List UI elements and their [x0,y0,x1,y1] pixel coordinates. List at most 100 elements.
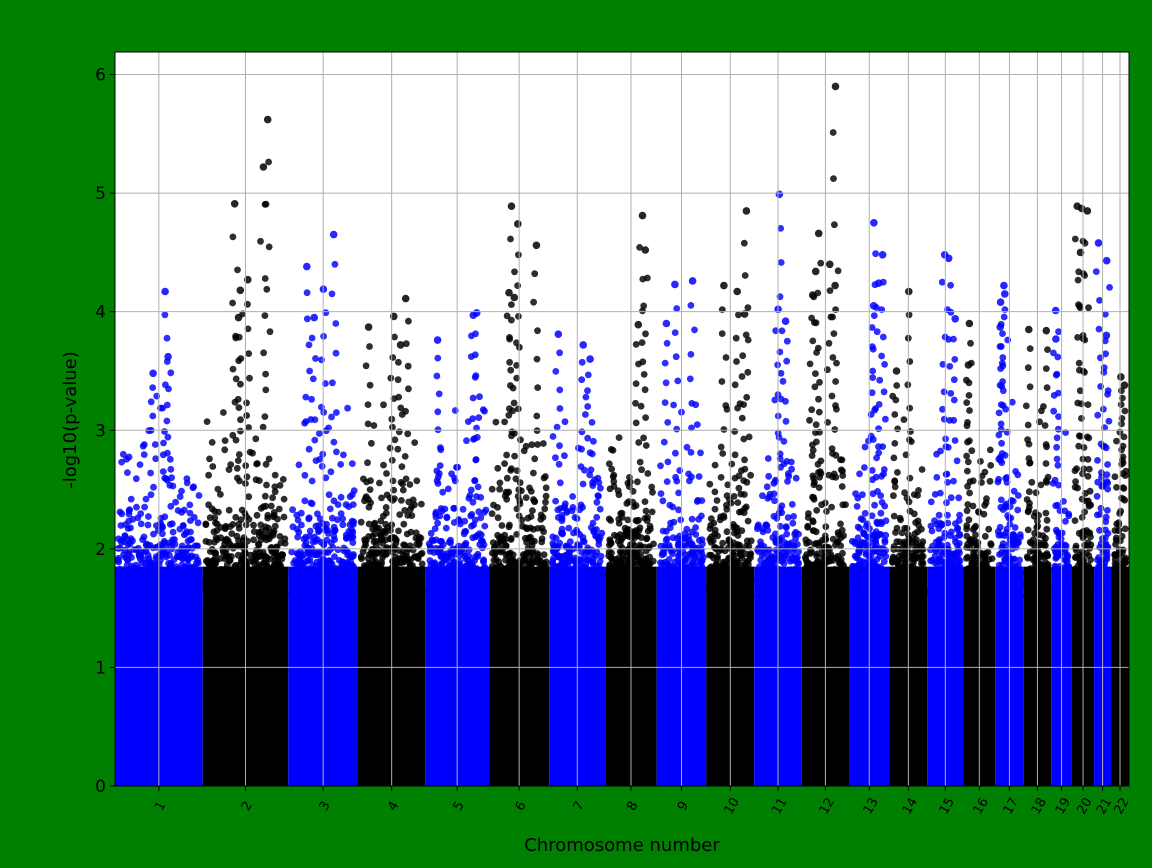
data-point [255,541,263,549]
data-point [365,559,373,567]
peak-point [259,163,268,171]
data-point [478,537,485,545]
data-point [531,455,539,463]
data-point [494,504,501,511]
data-point [777,259,785,266]
peak-point [826,260,834,269]
data-point [328,564,336,572]
data-point [206,455,213,463]
data-point [415,578,423,585]
data-point [147,491,155,499]
data-point [716,582,724,590]
data-point [263,481,270,489]
data-point [801,591,809,599]
data-point [559,552,567,560]
data-point [747,592,755,599]
data-point [570,557,577,565]
data-point [470,521,478,529]
data-point [722,402,730,409]
data-point [744,304,752,312]
data-point [828,587,836,595]
data-point [624,571,632,579]
data-point [391,436,399,444]
data-point [314,510,321,518]
data-point [671,329,679,336]
data-point [607,566,614,574]
data-point [312,355,319,362]
data-point [260,559,268,567]
peak-point [532,241,541,250]
peak-point [688,277,697,285]
data-point [832,569,839,577]
data-point [220,409,227,416]
data-point [635,582,642,590]
data-point [517,436,524,444]
data-point [450,504,458,512]
data-point [792,474,800,482]
data-point [415,588,423,595]
data-point [534,441,541,448]
data-point [406,590,414,597]
data-point [589,482,597,489]
data-point [594,474,602,482]
data-point [770,512,778,520]
data-point [229,521,237,528]
data-point [659,549,666,557]
data-point [588,419,596,426]
data-point [562,590,570,598]
data-point [163,334,171,342]
data-point [488,562,496,570]
data-point [611,531,618,539]
data-point [618,514,626,521]
data-point [232,375,240,383]
data-point [362,536,370,544]
data-point [509,384,517,392]
data-point [260,588,267,595]
peak-point [164,352,172,361]
data-point [785,567,793,574]
data-point [676,467,684,474]
data-point [122,521,129,528]
data-point [149,384,157,391]
data-point [738,373,746,380]
data-point [233,464,241,472]
data-point [150,589,157,597]
data-point [380,461,387,469]
data-point [250,536,257,544]
data-point [648,483,656,491]
data-point [261,275,269,282]
data-point [757,538,764,546]
data-point [156,551,164,558]
data-point [399,480,406,488]
data-point [274,591,282,598]
data-point [144,541,152,549]
data-point [221,446,229,454]
data-point [405,317,412,325]
data-point [813,552,820,560]
data-point [787,587,794,595]
data-point [605,548,613,556]
data-point [635,439,643,446]
data-point [426,576,433,584]
data-point [530,298,537,306]
data-point [418,549,426,557]
data-point [713,497,721,504]
data-point [490,569,498,577]
data-point [578,376,586,384]
data-point [640,302,648,310]
data-point [638,339,646,346]
data-point [437,444,444,452]
data-point [675,489,682,497]
data-point [118,458,125,466]
data-point [127,495,135,503]
data-point [631,564,639,572]
data-point [775,565,783,573]
data-point [805,538,813,546]
data-point [307,499,315,507]
data-point [338,569,346,576]
data-point [529,549,536,557]
data-point [522,494,530,501]
data-point [161,474,169,482]
data-point [605,460,613,468]
data-point [435,390,443,398]
